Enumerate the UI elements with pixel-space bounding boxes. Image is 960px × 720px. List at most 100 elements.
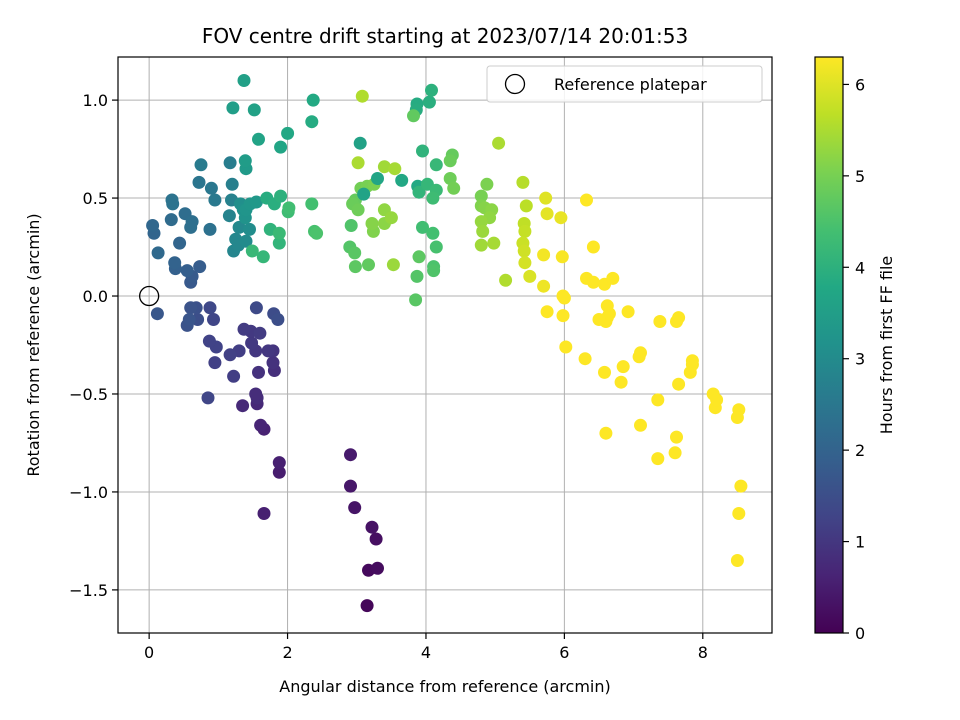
data-point-222	[732, 507, 746, 520]
data-point-34	[207, 313, 220, 326]
data-point-195	[592, 313, 606, 326]
data-point-152	[443, 172, 457, 185]
data-point-27	[227, 369, 241, 383]
data-point-148	[412, 250, 426, 264]
colorbar-tick-label-6: 6	[855, 75, 865, 94]
data-point-134	[425, 83, 438, 97]
data-point-209	[672, 377, 686, 391]
data-point-94	[274, 189, 288, 203]
data-point-99	[272, 226, 286, 240]
data-point-3	[369, 532, 383, 546]
data-point-81	[249, 195, 263, 209]
data-point-143	[429, 240, 443, 254]
plot-frame	[117, 56, 773, 634]
data-point-75	[243, 222, 256, 236]
data-point-169	[518, 224, 532, 238]
data-point-206	[653, 315, 667, 328]
data-point-96	[272, 236, 286, 250]
data-point-166	[516, 175, 530, 189]
data-point-29	[223, 348, 237, 362]
data-point-35	[203, 301, 217, 315]
data-point-186	[586, 240, 600, 254]
data-point-23	[245, 336, 259, 350]
data-point-192	[606, 271, 620, 285]
data-point-2	[371, 561, 384, 575]
data-point-12	[254, 418, 268, 432]
data-point-154	[474, 189, 488, 203]
data-point-87	[252, 132, 265, 146]
data-point-51	[173, 236, 187, 250]
legend: Reference platepar	[486, 65, 763, 103]
data-point-140	[426, 191, 440, 205]
data-point-133	[422, 95, 436, 109]
data-point-182	[540, 305, 554, 319]
data-point-53	[146, 219, 160, 232]
data-point-218	[710, 393, 724, 407]
data-point-101	[282, 201, 296, 215]
data-point-135	[416, 144, 429, 158]
data-point-179	[555, 250, 569, 264]
data-point-128	[371, 172, 384, 185]
reference-platepar-point	[138, 285, 160, 307]
data-point-136	[412, 185, 426, 199]
data-point-48	[180, 264, 194, 278]
data-point-164	[492, 136, 506, 150]
y-ticks: −1.5 −1.0 −0.5 0.0 0.5 1.0	[69, 91, 118, 600]
data-point-142	[426, 226, 440, 240]
data-point-172	[518, 256, 532, 270]
colorbar-ticks: 0 1 2 3 4 5 6	[843, 75, 865, 643]
data-point-196	[578, 352, 592, 366]
data-point-145	[427, 264, 441, 278]
data-point-7	[344, 448, 357, 462]
data-point-107	[348, 246, 362, 260]
x-axis-label: Angular distance from reference (arcmin)	[279, 677, 610, 696]
data-point-58	[184, 220, 198, 234]
data-point-33	[201, 391, 215, 405]
data-point-126	[353, 136, 367, 150]
chart-title: FOV centre drift starting at 2023/07/14 …	[202, 24, 688, 48]
data-point-62	[192, 175, 206, 189]
data-point-215	[651, 452, 665, 466]
data-point-127	[357, 187, 371, 201]
data-point-65	[194, 158, 208, 172]
data-point-19	[252, 365, 265, 379]
data-point-178	[537, 248, 551, 262]
y-tick-label-4: 0.5	[83, 189, 108, 208]
data-point-223	[730, 554, 744, 567]
data-point-129	[395, 173, 409, 187]
data-point-47	[193, 260, 207, 274]
data-point-67	[225, 177, 239, 191]
data-point-6	[344, 479, 357, 493]
data-point-174	[539, 191, 553, 205]
data-point-125	[355, 89, 369, 103]
data-point-25	[237, 322, 251, 336]
data-point-54	[151, 246, 165, 260]
data-point-38	[271, 313, 285, 326]
data-point-18	[266, 356, 280, 370]
x-tick-label-2: 4	[421, 643, 431, 662]
x-tick-label-4: 8	[698, 643, 708, 662]
data-point-108	[348, 260, 362, 274]
data-point-74	[239, 234, 253, 248]
legend-marker-open-circle	[504, 73, 526, 95]
x-ticks: 0 2 4 6 8	[144, 633, 708, 662]
data-point-50	[168, 256, 182, 270]
data-point-177	[537, 279, 551, 293]
y-tick-label-1: −1.0	[69, 483, 108, 502]
data-point-121	[386, 258, 400, 272]
data-point-155	[480, 177, 494, 191]
data-point-43	[182, 313, 196, 326]
data-point-149	[407, 109, 420, 123]
data-point-184	[559, 340, 573, 354]
data-point-5	[348, 501, 362, 515]
data-point-153	[447, 181, 461, 195]
data-point-41	[184, 301, 198, 315]
data-point-199	[621, 305, 635, 319]
data-point-69	[222, 209, 236, 223]
data-point-141	[416, 220, 429, 234]
data-point-201	[632, 350, 646, 364]
data-point-203	[599, 426, 613, 440]
data-point-208	[670, 315, 683, 328]
